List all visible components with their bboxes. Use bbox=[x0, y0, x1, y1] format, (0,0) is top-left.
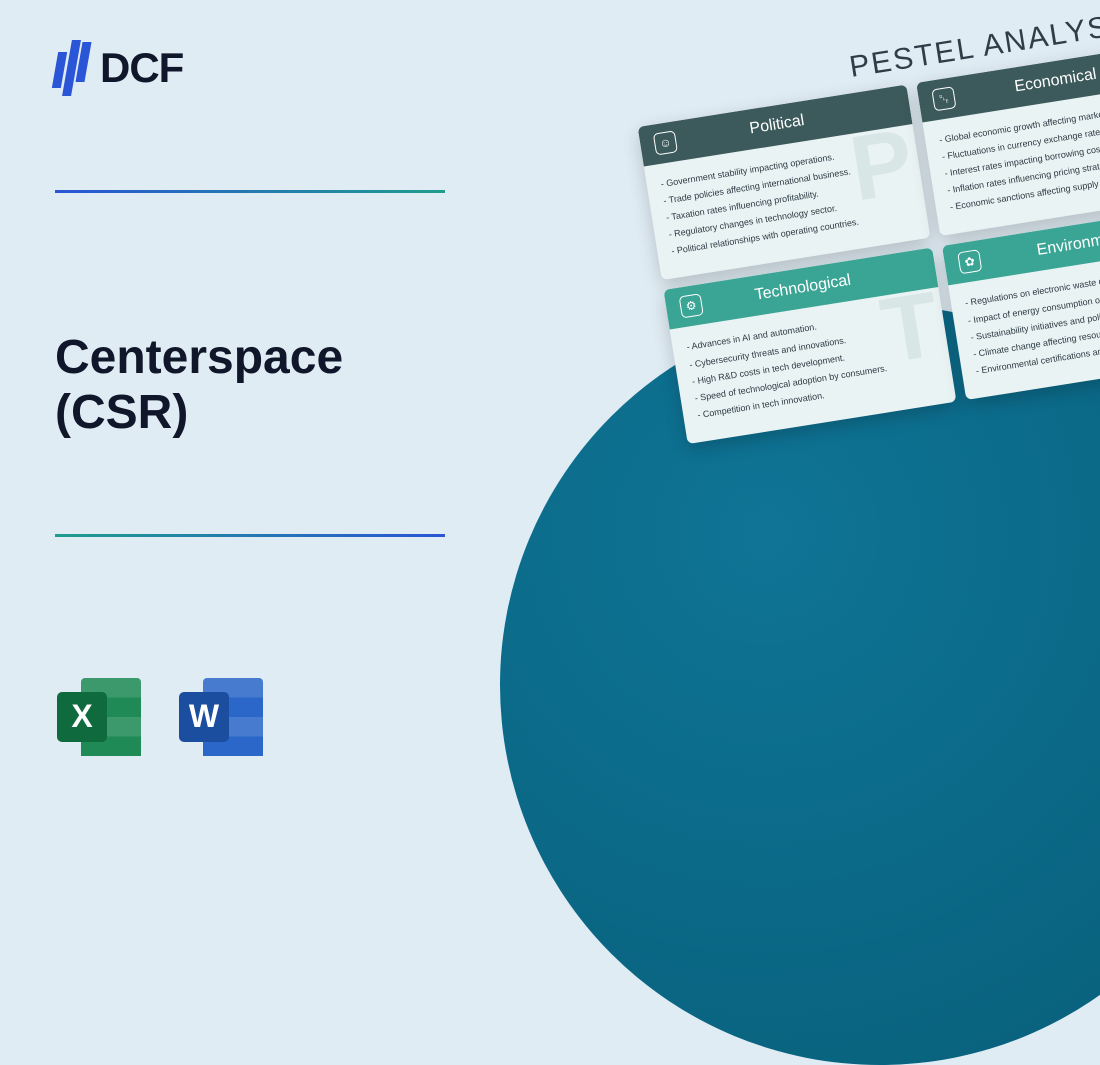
leaf-icon: ✿ bbox=[957, 250, 982, 275]
gear-icon: ⚙ bbox=[679, 294, 704, 319]
pestel-analysis: PESTEL ANALYSIS ☺PoliticalPGovernment st… bbox=[631, 0, 1100, 444]
app-icons: X W bbox=[55, 674, 269, 760]
person-icon: ☺ bbox=[653, 130, 678, 155]
brand-name: DCF bbox=[100, 44, 183, 92]
page-title: Centerspace (CSR) bbox=[55, 330, 343, 440]
chart-icon: ␐ bbox=[931, 86, 956, 111]
title-line1: Centerspace bbox=[55, 331, 343, 384]
divider-bottom bbox=[55, 534, 445, 537]
pestel-card-environment: ✿EnvironmentERegulations on electronic w… bbox=[942, 204, 1100, 400]
brand-bars bbox=[55, 40, 88, 96]
excel-icon: X bbox=[55, 674, 147, 760]
divider-top bbox=[55, 190, 445, 193]
word-icon: W bbox=[177, 674, 269, 760]
brand-logo: DCF bbox=[55, 40, 183, 96]
pestel-card-political: ☺PoliticalPGovernment stability impactin… bbox=[638, 84, 931, 280]
svg-text:X: X bbox=[71, 698, 93, 734]
title-line2: (CSR) bbox=[55, 386, 188, 439]
svg-text:W: W bbox=[189, 698, 220, 734]
